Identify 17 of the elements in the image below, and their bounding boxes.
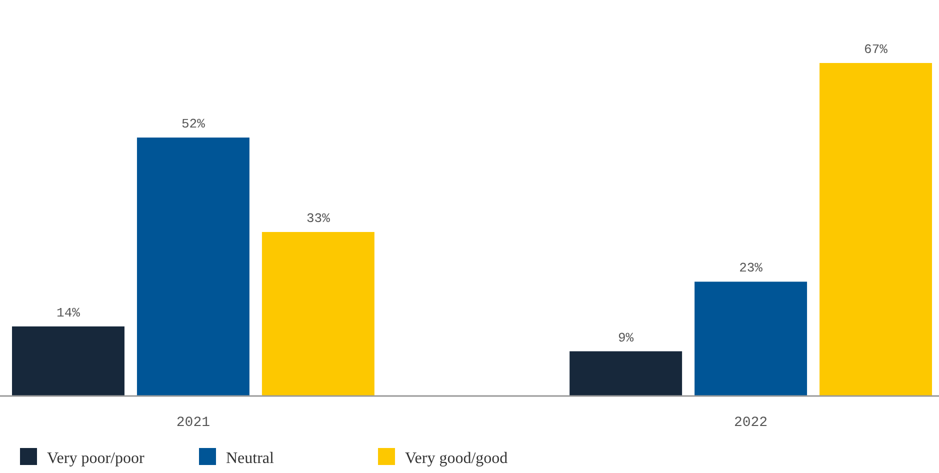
data-label: 52% bbox=[182, 116, 206, 132]
x-tick-label: 2022 bbox=[734, 415, 768, 431]
data-label: 67% bbox=[864, 42, 888, 57]
x-tick-label: 2021 bbox=[176, 415, 210, 431]
legend-label: Very good/good bbox=[405, 450, 508, 467]
bar bbox=[694, 282, 808, 396]
bar bbox=[12, 326, 124, 396]
data-label: 9% bbox=[618, 330, 634, 346]
bar bbox=[820, 63, 932, 396]
legend-label: Very poor/poor bbox=[47, 450, 145, 467]
bar bbox=[570, 351, 682, 396]
data-label: 23% bbox=[739, 260, 763, 276]
data-label: 14% bbox=[56, 305, 80, 320]
bar bbox=[262, 232, 374, 396]
legend-label: Neutral bbox=[226, 450, 275, 467]
bar bbox=[136, 138, 250, 396]
data-label: 33% bbox=[306, 210, 330, 226]
